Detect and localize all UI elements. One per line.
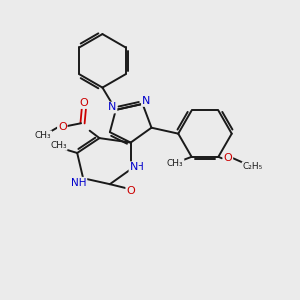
- Text: O: O: [80, 98, 88, 108]
- Text: N: N: [130, 162, 138, 172]
- Text: C₂H₅: C₂H₅: [242, 162, 263, 171]
- Text: N: N: [142, 96, 150, 106]
- Text: CH₃: CH₃: [35, 131, 51, 140]
- Text: CH₃: CH₃: [167, 159, 184, 168]
- Text: N: N: [108, 103, 116, 112]
- Text: NH: NH: [71, 178, 86, 188]
- Text: O: O: [126, 186, 135, 196]
- Text: H: H: [136, 162, 144, 172]
- Text: CH₃: CH₃: [50, 141, 67, 150]
- Text: O: O: [58, 122, 67, 132]
- Text: O: O: [224, 153, 232, 163]
